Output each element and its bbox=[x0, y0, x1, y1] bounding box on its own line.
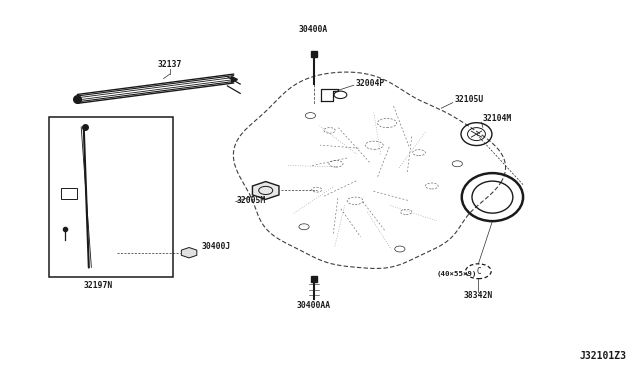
Text: J32101Z3: J32101Z3 bbox=[580, 351, 627, 361]
Text: (40×55×9): (40×55×9) bbox=[436, 271, 477, 277]
Bar bbox=[49, 118, 173, 277]
Text: 32004P: 32004P bbox=[355, 79, 385, 88]
Text: 32197N: 32197N bbox=[84, 281, 113, 290]
Text: 30400A: 30400A bbox=[299, 25, 328, 34]
Text: 32104M: 32104M bbox=[483, 114, 512, 123]
Text: 30400AA: 30400AA bbox=[296, 301, 331, 310]
Text: 38342N: 38342N bbox=[464, 291, 493, 300]
Text: 32105U: 32105U bbox=[454, 94, 483, 103]
Text: 32005M: 32005M bbox=[237, 196, 266, 205]
Bar bbox=[61, 188, 77, 199]
Text: 30400J: 30400J bbox=[201, 242, 230, 251]
Text: C: C bbox=[476, 267, 481, 276]
Text: 32137: 32137 bbox=[157, 60, 182, 69]
